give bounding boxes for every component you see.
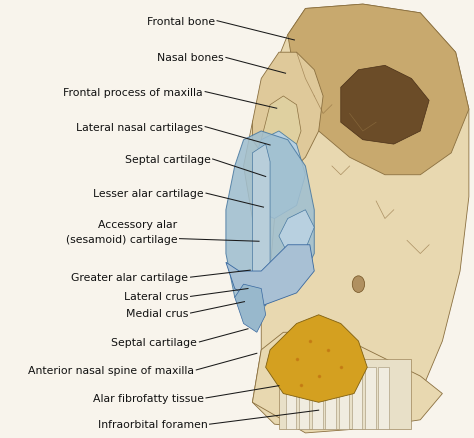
Polygon shape [253,141,279,272]
Ellipse shape [352,276,365,293]
Bar [285,367,296,428]
Polygon shape [288,5,469,175]
Polygon shape [265,315,367,403]
Text: Medial crus: Medial crus [126,308,188,318]
Text: Infraorbital foramen: Infraorbital foramen [98,419,207,429]
Polygon shape [253,132,305,219]
Polygon shape [226,132,314,306]
Polygon shape [226,245,314,306]
Bar [338,367,349,428]
Text: Accessory alar: Accessory alar [98,219,177,229]
Text: Alar fibrofatty tissue: Alar fibrofatty tissue [93,393,204,403]
Bar [279,359,411,428]
Polygon shape [235,285,265,332]
Text: Anterior nasal spine of maxilla: Anterior nasal spine of maxilla [28,365,194,375]
Bar [325,367,336,428]
Text: Lesser alar cartilage: Lesser alar cartilage [93,189,204,199]
Polygon shape [341,66,429,145]
Bar [352,367,363,428]
Text: Nasal bones: Nasal bones [157,53,224,64]
Text: Lateral nasal cartilages: Lateral nasal cartilages [76,122,203,132]
Polygon shape [261,97,301,166]
Bar [365,367,376,428]
Text: Frontal process of maxilla: Frontal process of maxilla [64,88,203,97]
Polygon shape [253,332,442,433]
Bar [378,367,389,428]
Polygon shape [244,5,469,428]
Polygon shape [253,145,270,306]
Text: Septal cartilage: Septal cartilage [125,155,210,165]
Text: Lateral crus: Lateral crus [124,292,188,302]
Bar [312,367,323,428]
Bar [299,367,310,428]
Text: Greater alar cartilage: Greater alar cartilage [72,272,188,283]
Text: (sesamoid) cartilage: (sesamoid) cartilage [66,234,177,244]
Polygon shape [253,53,323,175]
Text: Septal cartilage: Septal cartilage [111,337,197,347]
Text: Frontal bone: Frontal bone [147,17,215,27]
Polygon shape [279,210,314,254]
